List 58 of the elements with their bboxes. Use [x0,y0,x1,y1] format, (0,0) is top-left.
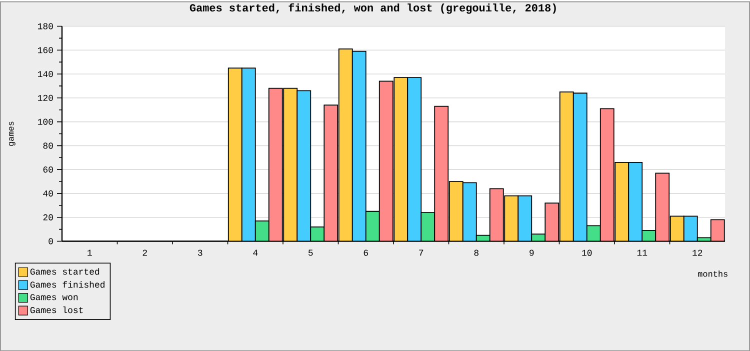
legend-label: Games started [30,268,100,275]
y-tick-label: 40 [43,190,53,196]
legend-label: Games lost [30,306,83,314]
bar [600,108,614,242]
bar [268,88,283,242]
y-axis-title: games [9,122,16,146]
x-tick-label: 6 [364,250,368,256]
x-tick-label: 8 [474,250,478,256]
bar [559,91,574,242]
bar [504,195,519,242]
bar [628,162,643,242]
x-tick-label: 5 [308,250,313,256]
bar [489,188,504,242]
x-tick-label: 10 [582,250,592,256]
bar [394,77,408,242]
x-tick-label: 4 [253,250,258,256]
bar [228,67,242,242]
bar [614,162,630,242]
bar [338,48,353,242]
bar [365,210,380,242]
bar [683,216,698,242]
x-tick-label: 1 [88,250,92,256]
bar [352,50,366,242]
bar [296,90,312,242]
bar [710,219,725,242]
y-tick-label: 180 [38,23,53,30]
bar [518,195,532,242]
y-tick-label: 160 [38,46,53,54]
x-tick-label: 9 [530,250,534,256]
y-tick-label: 140 [38,70,53,77]
bar [241,67,256,242]
legend-label: Games finished [30,280,104,288]
x-tick-label: 12 [692,250,702,256]
x-tick-label: 3 [198,250,202,256]
y-tick-label: 60 [43,166,53,173]
y-tick-label: 0 [48,238,53,244]
bar [420,212,436,242]
y-tick-label: 100 [38,118,53,125]
bar [434,106,449,242]
x-axis-title: months [698,270,728,277]
bar [407,77,422,242]
chart-title: Games started, finished, won and lost (gregouille, 2018) [190,3,556,14]
bar [670,216,684,242]
bar [572,92,588,242]
x-tick-label: 7 [419,250,424,256]
x-tick-label: 11 [637,250,648,256]
bar [378,80,394,242]
bar [655,172,670,242]
bar [544,202,560,242]
y-tick-label: 80 [43,142,53,149]
bar [324,104,338,242]
bar [448,180,464,242]
bar [283,88,298,242]
x-tick-label: 2 [142,250,147,256]
y-tick-label: 20 [43,214,53,220]
bar [462,182,477,242]
y-tick-label: 120 [38,94,53,101]
legend-label: Games won [30,294,78,300]
